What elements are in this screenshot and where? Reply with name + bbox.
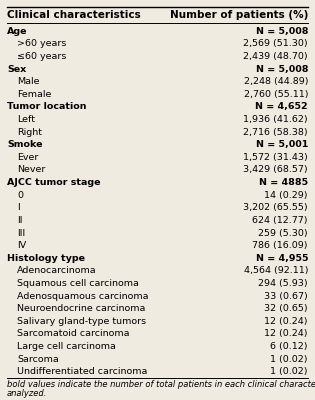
Text: Squamous cell carcinoma: Squamous cell carcinoma [17,279,139,288]
Text: 294 (5.93): 294 (5.93) [258,279,308,288]
Text: 14 (0.29): 14 (0.29) [265,191,308,200]
Text: Salivary gland-type tumors: Salivary gland-type tumors [17,317,146,326]
Text: 1,936 (41.62): 1,936 (41.62) [243,115,308,124]
Text: 2,569 (51.30): 2,569 (51.30) [243,40,308,48]
Text: ≤60 years: ≤60 years [17,52,66,61]
Text: Number of patients (%): Number of patients (%) [169,10,308,20]
Text: Histology type: Histology type [7,254,85,263]
Text: 12 (0.24): 12 (0.24) [265,329,308,338]
Text: N = 4,955: N = 4,955 [255,254,308,263]
Text: 2,439 (48.70): 2,439 (48.70) [243,52,308,61]
Text: III: III [17,228,25,238]
Text: II: II [17,216,22,225]
Text: 2,248 (44.89): 2,248 (44.89) [243,77,308,86]
Text: Clinical characteristics: Clinical characteristics [7,10,141,20]
Text: Neuroendocrine carcinoma: Neuroendocrine carcinoma [17,304,146,313]
Text: 33 (0.67): 33 (0.67) [264,292,308,300]
Text: IV: IV [17,241,26,250]
Text: AJCC tumor stage: AJCC tumor stage [7,178,100,187]
Text: N = 5,008: N = 5,008 [255,27,308,36]
Text: Large cell carcinoma: Large cell carcinoma [17,342,116,351]
Text: 786 (16.09): 786 (16.09) [253,241,308,250]
Text: 0: 0 [17,191,23,200]
Text: analyzed.: analyzed. [7,389,47,398]
Text: 2,716 (58.38): 2,716 (58.38) [243,128,308,137]
Text: 1 (0.02): 1 (0.02) [271,354,308,364]
Text: 3,429 (68.57): 3,429 (68.57) [243,166,308,174]
Text: 3,202 (65.55): 3,202 (65.55) [243,203,308,212]
Text: Left: Left [17,115,35,124]
Text: Adenosquamous carcinoma: Adenosquamous carcinoma [17,292,148,300]
Text: I: I [17,203,20,212]
Text: Right: Right [17,128,42,137]
Text: Smoke: Smoke [7,140,43,149]
Text: Male: Male [17,77,39,86]
Text: 4,564 (92.11): 4,564 (92.11) [243,266,308,275]
Text: N = 5,008: N = 5,008 [255,65,308,74]
Text: 6 (0.12): 6 (0.12) [271,342,308,351]
Text: 12 (0.24): 12 (0.24) [265,317,308,326]
Text: N = 4,652: N = 4,652 [255,102,308,112]
Text: Sex: Sex [7,65,26,74]
Text: 624 (12.77): 624 (12.77) [253,216,308,225]
Text: Female: Female [17,90,51,99]
Text: Undifferentiated carcinoma: Undifferentiated carcinoma [17,367,147,376]
Text: Never: Never [17,166,45,174]
Text: N = 5,001: N = 5,001 [256,140,308,149]
Text: Tumor location: Tumor location [7,102,87,112]
Text: Adenocarcinoma: Adenocarcinoma [17,266,97,275]
Text: 1 (0.02): 1 (0.02) [271,367,308,376]
Text: bold values indicate the number of total patients in each clinical characters th: bold values indicate the number of total… [7,380,315,389]
Text: 32 (0.65): 32 (0.65) [264,304,308,313]
Text: N = 4885: N = 4885 [259,178,308,187]
Text: Age: Age [7,27,27,36]
Text: >60 years: >60 years [17,40,66,48]
Text: Ever: Ever [17,153,38,162]
Text: 1,572 (31.43): 1,572 (31.43) [243,153,308,162]
Text: Sarcomatoid carcinoma: Sarcomatoid carcinoma [17,329,129,338]
Text: 2,760 (55.11): 2,760 (55.11) [243,90,308,99]
Text: 259 (5.30): 259 (5.30) [258,228,308,238]
Text: Sarcoma: Sarcoma [17,354,59,364]
